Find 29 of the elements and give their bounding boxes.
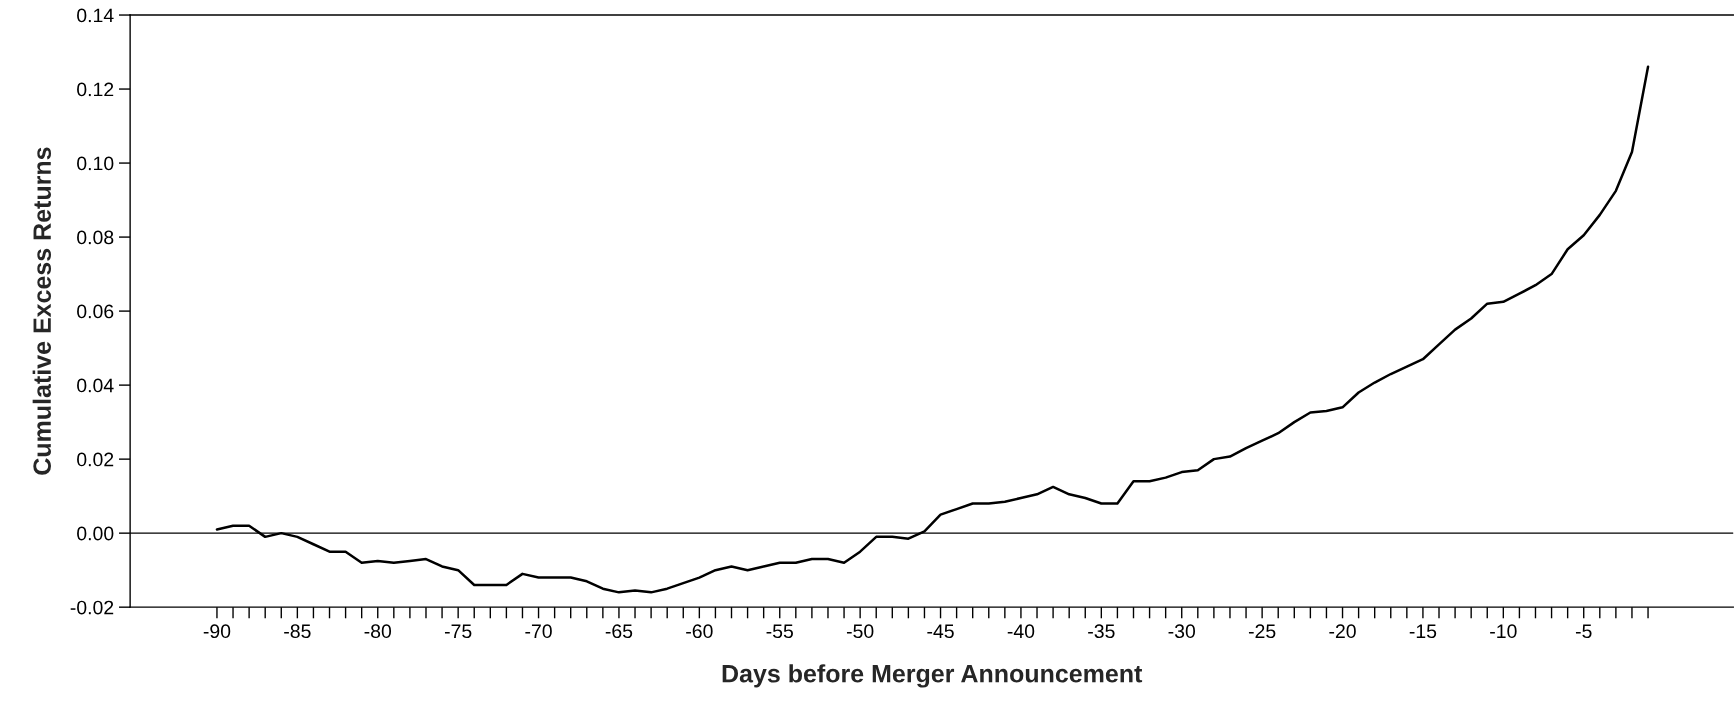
- x-tick-label: -35: [1088, 624, 1115, 639]
- y-tick-label: 0.12: [77, 82, 114, 97]
- y-tick-label: 0.02: [77, 452, 114, 467]
- x-tick-label: -65: [605, 624, 633, 639]
- x-tick-label: -25: [1248, 624, 1276, 639]
- y-tick-label: 0.00: [77, 526, 114, 541]
- x-tick-label: -30: [1168, 624, 1196, 639]
- y-tick-label: -0.02: [70, 600, 114, 615]
- y-axis-title: Cumulative Excess Returns: [32, 147, 52, 475]
- x-tick-label: -50: [846, 624, 874, 639]
- y-tick-label: 0.06: [77, 304, 114, 319]
- x-tick-label: -20: [1329, 624, 1356, 639]
- x-tick-label: -15: [1409, 624, 1437, 639]
- x-tick-label: -5: [1575, 624, 1592, 639]
- x-tick-label: -85: [284, 624, 311, 639]
- y-tick-label: 0.14: [77, 8, 114, 23]
- x-tick-label: -10: [1490, 624, 1517, 639]
- x-tick-label: -75: [444, 624, 472, 639]
- x-axis-title: Days before Merger Announcement: [722, 664, 1143, 688]
- x-tick-label: -45: [927, 624, 954, 639]
- y-tick-label: 0.10: [77, 156, 114, 171]
- y-tick-label: 0.04: [77, 378, 114, 393]
- x-tick-label: -40: [1007, 624, 1035, 639]
- x-tick-label: -80: [364, 624, 392, 639]
- x-tick-label: -60: [686, 624, 713, 639]
- y-tick-label: 0.08: [77, 230, 114, 245]
- x-tick-label: -70: [525, 624, 552, 639]
- x-tick-label: -90: [203, 624, 231, 639]
- x-tick-label: -55: [766, 624, 793, 639]
